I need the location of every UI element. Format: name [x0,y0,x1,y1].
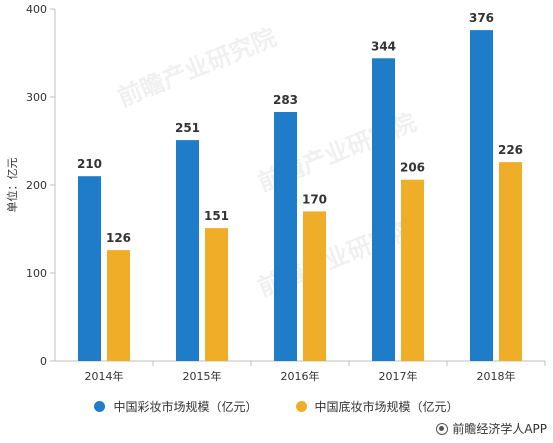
bar-series-1 [274,111,297,362]
bar-series-2 [205,228,228,361]
bar-series-2 [401,179,424,361]
y-tick-label: 400 [26,3,47,16]
y-tick-label: 0 [40,355,47,368]
data-label: 170 [302,192,327,206]
x-tick-label: 2016年 [281,369,320,383]
data-label: 210 [77,157,102,171]
legend-item-series-1: 中国彩妆市场规模（亿元） [94,398,258,415]
legend-swatch-series-2 [295,401,307,412]
data-label: 126 [106,231,131,245]
y-tick-label: 300 [26,91,47,104]
legend-label-series-1: 中国彩妆市场规模（亿元） [113,400,258,414]
legend: 中国彩妆市场规模（亿元） 中国底妆市场规模（亿元） [0,398,553,415]
x-tick-label: 2015年 [183,369,222,383]
x-tick-label: 2018年 [477,369,516,383]
data-label: 376 [469,11,494,25]
bars [78,30,522,362]
y-axis-title: 单位：亿元 [5,158,19,213]
y-tick-label: 200 [26,179,47,192]
x-tick-label: 2014年 [85,369,124,383]
legend-item-series-2: 中国底妆市场规模（亿元） [295,398,459,415]
bar-series-2 [107,250,130,361]
data-label: 206 [400,161,425,175]
source-credit: 前瞻经济学人APP [436,420,547,437]
data-label: 283 [273,93,298,107]
data-label: 251 [175,121,200,135]
watermark-text: 前瞻产业研究院 [114,23,280,112]
bar-series-2 [499,162,522,361]
bar-series-1 [78,176,101,361]
legend-swatch-series-1 [94,401,106,412]
bar-series-2 [303,211,326,361]
data-labels: 210 126 251 151 283 170 344 206 376 226 [77,11,523,245]
legend-label-series-2: 中国底妆市场规模（亿元） [314,400,459,414]
bar-series-1 [372,58,395,361]
bar-series-1 [470,30,493,362]
bar-series-1 [176,140,199,361]
data-label: 226 [498,143,523,157]
data-label: 151 [204,209,229,223]
data-label: 344 [371,39,396,53]
credit-text: 前瞻经济学人APP [452,422,547,436]
y-tick-label: 100 [26,267,47,280]
axes: 0 100 200 300 400 单位：亿元 2014年 2015年 2016年 2017年 20… [5,3,546,383]
logo-icon [436,422,449,435]
x-tick-label: 2017年 [379,369,418,383]
